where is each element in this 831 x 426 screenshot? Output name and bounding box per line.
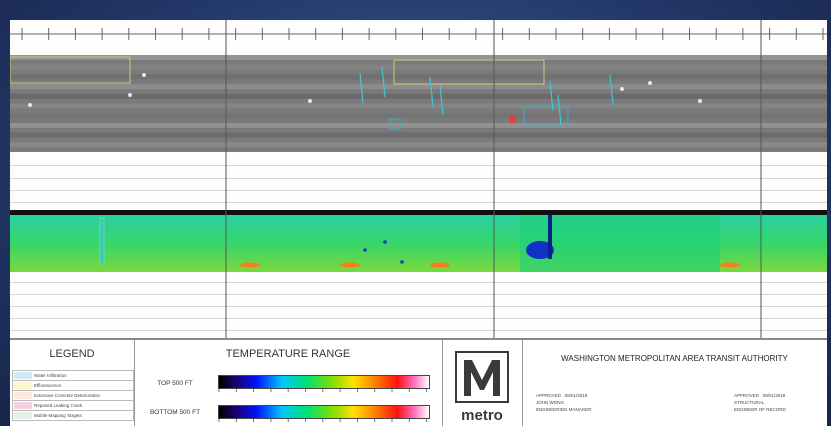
legend-panel: LEGEND Water Infiltration Efflorescence …	[10, 340, 135, 426]
thermal-warm-spot	[720, 262, 740, 268]
water-infiltration-marker	[389, 118, 401, 130]
thermal-cold-spot	[526, 241, 554, 259]
thermal-cold-speck	[363, 248, 367, 252]
top-scale-ticks	[218, 389, 428, 392]
scan-band	[10, 55, 827, 60]
grid-line	[10, 202, 827, 203]
crack-trace	[609, 74, 614, 106]
scan-band	[10, 93, 827, 99]
thermal-joint	[99, 217, 105, 265]
thermal-cool-zone	[520, 215, 720, 272]
scan-speck	[648, 81, 652, 85]
scan-speck	[620, 87, 624, 91]
right-signature-block: APPROVED 08/01/2018 STRUCTURAL ENGINEER …	[734, 392, 786, 413]
legend-item-label: Mobile Mapping Targets	[34, 413, 82, 418]
title-block: LEGEND Water Infiltration Efflorescence …	[10, 338, 827, 426]
thermal-warm-spot	[240, 262, 260, 268]
scan-speck	[308, 99, 312, 103]
thermal-warm-spot	[430, 262, 450, 268]
thermal-warm-spot	[340, 262, 360, 268]
legend-item: Mobile Mapping Targets	[12, 410, 134, 421]
thermal-cold-speck	[383, 240, 387, 244]
scan-band	[10, 142, 827, 148]
grid-line	[10, 294, 827, 295]
scan-band	[10, 74, 827, 80]
thermal-top-edge	[10, 210, 827, 215]
scan-speck	[698, 99, 702, 103]
grayscale-scan-strip	[10, 55, 827, 152]
grid-line	[10, 306, 827, 307]
legend-title: LEGEND	[49, 348, 95, 360]
legend-swatch	[14, 382, 32, 389]
top-scale-label: TOP 500 FT	[157, 380, 193, 387]
signer-name: STRUCTURAL	[734, 400, 765, 405]
signer-role: ENGINEER OF RECORD	[734, 407, 786, 412]
legend-swatch	[14, 402, 32, 409]
crack-trace	[381, 66, 386, 98]
scan-band	[10, 64, 827, 70]
crack-trace	[439, 84, 444, 116]
station-ruler	[10, 28, 827, 40]
scan-speck	[142, 73, 146, 77]
authority-title: WASHINGTON METROPOLITAN AREA TRANSIT AUT…	[561, 354, 788, 363]
thermal-cold-speck	[400, 260, 404, 264]
metro-logo: metro	[455, 351, 509, 424]
crack-trace	[549, 80, 554, 112]
repaired-crack-marker	[510, 115, 516, 123]
approved-date: 08/01/2018	[564, 393, 588, 398]
approved-date: 08/01/2018	[762, 393, 786, 398]
grid-line	[10, 330, 827, 331]
scan-band	[10, 103, 827, 109]
drawing-sheet: LEGEND Water Infiltration Efflorescence …	[10, 20, 827, 426]
legend-swatch	[14, 392, 32, 399]
bottom-temperature-scale	[218, 405, 430, 419]
top-temperature-scale	[218, 375, 430, 389]
approved-label: APPROVED	[734, 393, 760, 398]
legend-swatch	[14, 412, 32, 419]
scan-speck	[28, 103, 32, 107]
logo-panel: metro	[442, 340, 523, 426]
legend-item-label: Repaired Leaking Crack	[34, 403, 83, 408]
scan-band	[10, 122, 827, 128]
grid-line	[10, 178, 827, 179]
legend-swatch	[14, 372, 32, 379]
scan-band	[10, 84, 827, 90]
temperature-range-title: TEMPERATURE RANGE	[225, 348, 351, 360]
scan-band	[10, 113, 827, 119]
crack-trace	[429, 76, 434, 108]
legend-item-label: Extensive Concrete Deterioration	[34, 393, 101, 398]
scan-speck	[128, 93, 132, 97]
grid-line	[10, 318, 827, 319]
grid-line	[10, 190, 827, 191]
thermal-leak-streak	[548, 215, 552, 259]
signer-role: ENGINEERING MANAGER	[536, 407, 592, 412]
legend-item-label: Efflorescence	[34, 383, 62, 388]
legend-item-label: Water Infiltration	[34, 373, 67, 378]
approved-label: APPROVED	[536, 393, 562, 398]
metro-wordmark: metro	[461, 407, 503, 424]
grid-line	[10, 165, 827, 166]
crack-trace	[359, 72, 364, 104]
bottom-scale-ticks	[218, 419, 428, 422]
efflorescence-marker	[393, 59, 545, 85]
grid-line	[10, 282, 827, 283]
temperature-range-panel: TEMPERATURE RANGE TOP 500 FT BOTTOM 500 …	[134, 340, 443, 426]
thermal-scan-strip	[10, 210, 827, 272]
left-signature-block: APPROVED 08/01/2018 JOHN WONG ENGINEERIN…	[536, 392, 592, 413]
efflorescence-marker	[10, 56, 131, 84]
scan-band	[10, 132, 827, 138]
signer-name: JOHN WONG	[536, 400, 564, 405]
bottom-scale-label: BOTTOM 500 FT	[149, 409, 201, 416]
crack-trace	[557, 94, 562, 126]
water-infiltration-marker	[523, 106, 569, 126]
authority-panel: WASHINGTON METROPOLITAN AREA TRANSIT AUT…	[522, 340, 827, 426]
